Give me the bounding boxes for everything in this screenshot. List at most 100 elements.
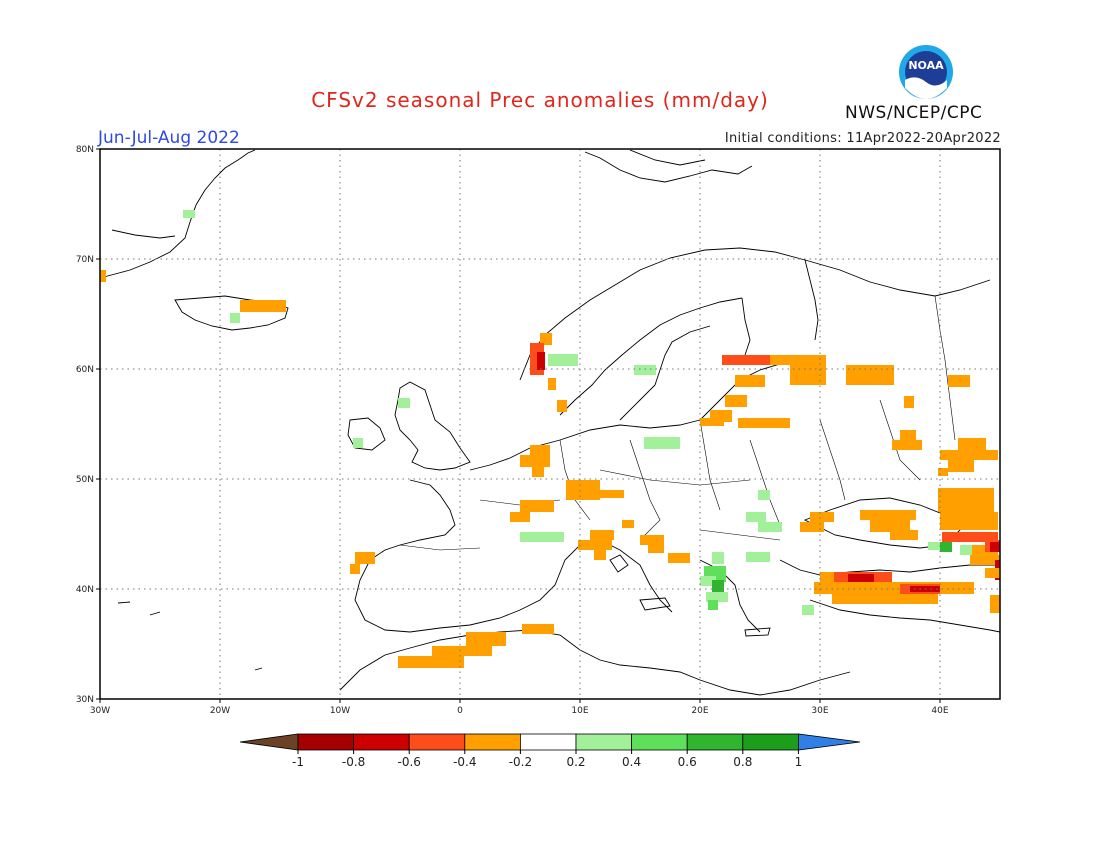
- anomaly-cell: [870, 520, 910, 532]
- anomaly-cell: [848, 574, 874, 582]
- anomaly-cell: [940, 512, 998, 530]
- anomaly-cell: [668, 553, 690, 563]
- lat-tick-label: 30N: [76, 695, 94, 705]
- anomaly-cell: [634, 365, 656, 375]
- anomaly-cell: [708, 600, 718, 610]
- anomaly-cell: [948, 460, 974, 472]
- agency-label: NWS/NCEP/CPC: [845, 103, 983, 123]
- anomaly-cell: [770, 355, 826, 365]
- colorbar-label: 0.4: [622, 755, 641, 769]
- anomaly-cell: [942, 532, 998, 542]
- anomaly-cell: [846, 365, 894, 385]
- anomaly-cell: [648, 545, 664, 553]
- anomaly-cell: [548, 354, 578, 366]
- colorbar-high-arrow: [798, 733, 861, 751]
- lon-tick-label: 30W: [90, 706, 110, 716]
- anomaly-cell: [758, 522, 782, 532]
- colorbar-label: -0.6: [397, 755, 420, 769]
- colorbar-label: 0.8: [733, 755, 752, 769]
- anomaly-cell: [892, 440, 922, 450]
- anomaly-cell: [594, 550, 606, 560]
- anomaly-cell: [540, 333, 552, 345]
- colorbar-label: 0.6: [678, 755, 697, 769]
- colorbar: -1 -0.8 -0.6 -0.4 -0.2 0.2 0.4 0.6 0.8 1: [239, 733, 861, 769]
- colorbar-label: 0.2: [566, 755, 585, 769]
- lat-tick-label: 50N: [76, 475, 94, 485]
- anomaly-cell: [398, 398, 410, 408]
- anomaly-cell: [746, 552, 770, 562]
- anomaly-cell: [904, 396, 914, 408]
- anomaly-cell: [738, 418, 790, 428]
- map-frame: [99, 148, 1001, 700]
- anomaly-cell: [600, 490, 624, 498]
- anomaly-cell: [548, 378, 556, 390]
- colorbar-swatch: [408, 733, 466, 751]
- anomaly-cell: [350, 564, 360, 574]
- anomaly-cell: [520, 455, 550, 467]
- lat-tick-label: 60N: [76, 365, 94, 375]
- anomaly-cell: [712, 552, 724, 564]
- anomaly-cell: [706, 592, 728, 602]
- anomaly-cell: [537, 352, 545, 370]
- anomaly-cell: [557, 400, 567, 412]
- anomaly-cell: [725, 395, 747, 407]
- anomaly-cell: [948, 375, 970, 387]
- anomaly-cell: [712, 580, 724, 592]
- anomaly-cell: [985, 568, 1000, 578]
- anomaly-cell: [230, 313, 240, 323]
- lat-tick-label: 80N: [76, 145, 94, 155]
- anomaly-cell: [938, 488, 994, 512]
- season-label: Jun-Jul-Aug 2022: [98, 128, 240, 148]
- colorbar-label: -0.8: [342, 755, 365, 769]
- anomaly-cell: [640, 535, 664, 545]
- lon-tick-label: 10W: [330, 706, 350, 716]
- anomaly-cell: [510, 512, 530, 522]
- anomaly-cell: [240, 300, 286, 312]
- anomaly-cell: [820, 572, 846, 582]
- anomaly-cell: [700, 418, 724, 426]
- lon-tick-label: 30E: [811, 706, 828, 716]
- lon-tick-label: 10E: [571, 706, 588, 716]
- anomaly-cell: [960, 545, 972, 555]
- colorbar-label: -1: [292, 755, 304, 769]
- anomaly-cell: [522, 624, 554, 634]
- anomaly-cell: [802, 605, 814, 615]
- noaa-logo-text: NOAA: [908, 59, 944, 72]
- anomaly-cell: [530, 445, 550, 455]
- lat-tick-label: 40N: [76, 585, 94, 595]
- lon-tick-label: 40E: [931, 706, 948, 716]
- anomaly-cell: [860, 510, 916, 520]
- anomaly-cell: [520, 532, 564, 542]
- colorbar-swatch: [520, 733, 577, 751]
- lat-tick-label: 70N: [76, 255, 94, 265]
- anomaly-cell: [938, 468, 948, 476]
- anomaly-cell: [353, 438, 363, 448]
- colorbar-swatch: [742, 733, 799, 751]
- colorbar-swatch: [575, 733, 632, 751]
- anomaly-cell: [958, 438, 986, 450]
- anomaly-cell: [832, 594, 938, 604]
- anomaly-cell: [466, 632, 506, 646]
- colorbar-swatch: [297, 733, 354, 751]
- anomaly-cell: [432, 646, 492, 656]
- anomaly-cell: [622, 520, 634, 528]
- anomaly-cell: [810, 512, 834, 522]
- anomaly-cell: [700, 576, 716, 586]
- lon-tick-label: 20W: [210, 706, 230, 716]
- colorbar-label: 1: [795, 755, 803, 769]
- lon-tick-label: 0: [457, 706, 463, 716]
- graticule: [100, 149, 1000, 699]
- anomaly-cell: [928, 542, 940, 550]
- lon-tick-label: 20E: [691, 706, 708, 716]
- anomaly-cell: [520, 500, 554, 512]
- anomaly-cell: [970, 555, 1000, 565]
- colorbar-label: -0.4: [453, 755, 476, 769]
- anomaly-cell: [590, 530, 614, 540]
- anomaly-cell: [578, 540, 612, 550]
- colorbar-swatch: [686, 733, 744, 751]
- colorbar-low-arrow: [239, 733, 299, 751]
- anomaly-cell: [814, 582, 974, 594]
- anomaly-cell: [746, 512, 766, 522]
- initial-conditions: Initial conditions: 11Apr2022-20Apr2022: [724, 131, 1001, 146]
